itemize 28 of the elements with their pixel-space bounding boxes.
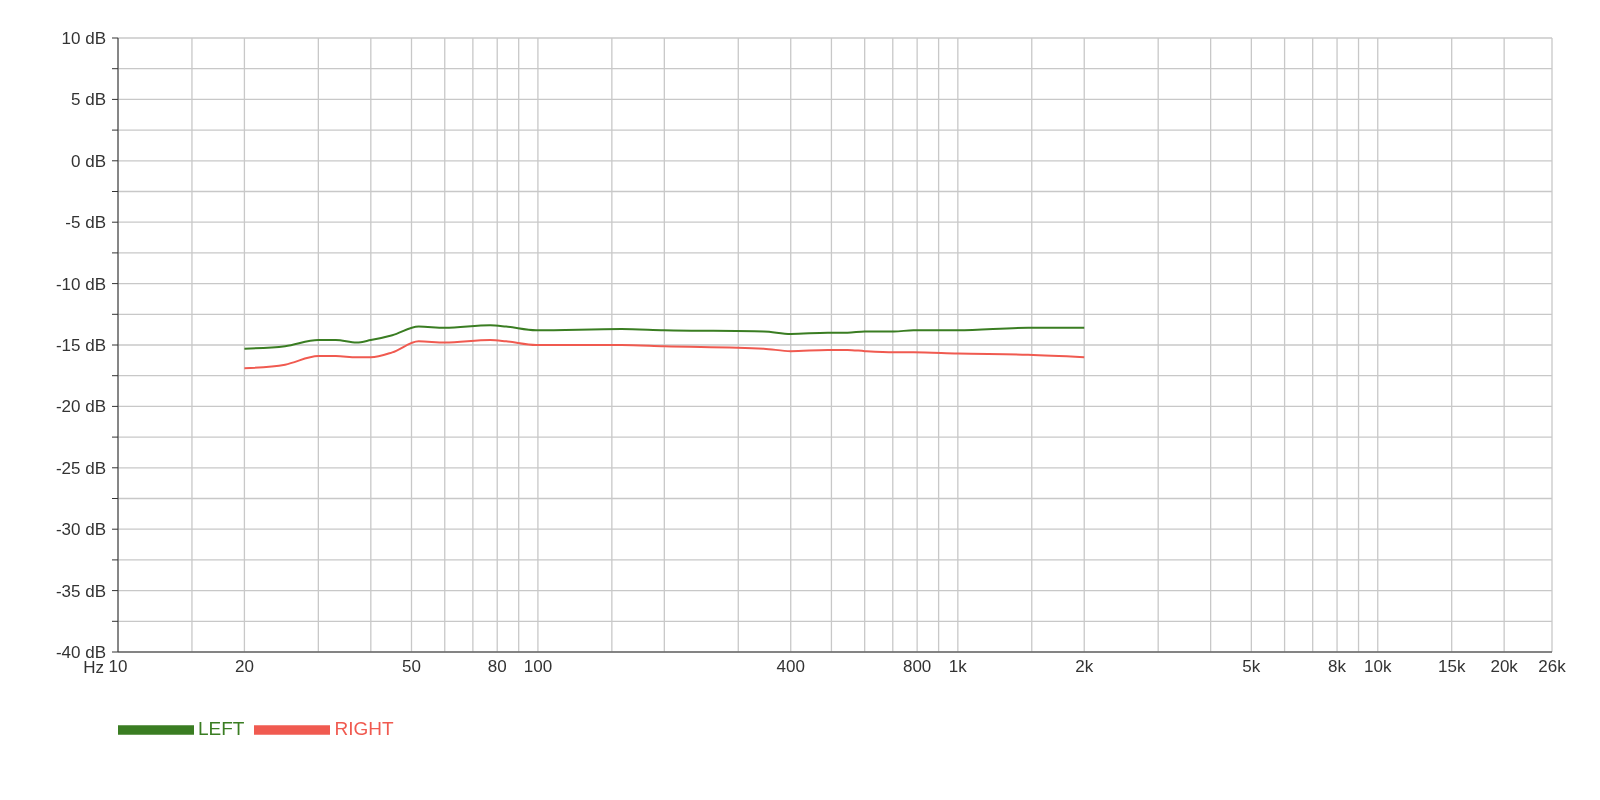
x-tick-label: 2k: [1075, 657, 1094, 677]
x-tick-label: 400: [776, 657, 805, 677]
x-tick-label: 50: [402, 657, 421, 677]
y-tick-label: -15 dB: [55, 336, 106, 356]
y-tick-label: -5 dB: [65, 213, 106, 233]
x-tick-label: 8k: [1328, 657, 1347, 677]
x-tick-label: 10: [108, 657, 128, 677]
x-tick-label: 1k: [948, 657, 968, 677]
y-tick-label: -10 dB: [55, 274, 106, 294]
x-tick-label: 10k: [1364, 657, 1392, 677]
y-tick-label: 5 dB: [71, 90, 106, 110]
x-tick-label: 20: [234, 657, 254, 677]
y-tick-label: -30 dB: [55, 520, 106, 540]
y-tick-label: 10 dB: [61, 29, 106, 49]
x-tick-label: 5k: [1242, 657, 1261, 677]
x-tick-label: 15k: [1437, 657, 1466, 677]
y-tick-label: -35 dB: [55, 581, 106, 601]
legend-label: RIGHT: [334, 718, 394, 740]
x-tick-label: 800: [902, 657, 932, 677]
y-tick-label: 0 dB: [71, 151, 106, 171]
x-tick-label: 80: [487, 657, 507, 677]
x-tick-label: 20k: [1490, 657, 1519, 677]
x-tick-label: 100: [523, 657, 553, 677]
y-tick-label: -25 dB: [55, 458, 106, 478]
legend-label: LEFT: [198, 718, 245, 740]
x-axis-title: Hz: [83, 658, 104, 677]
y-tick-label: -20 dB: [55, 397, 106, 417]
x-tick-label: 26k: [1538, 657, 1567, 677]
